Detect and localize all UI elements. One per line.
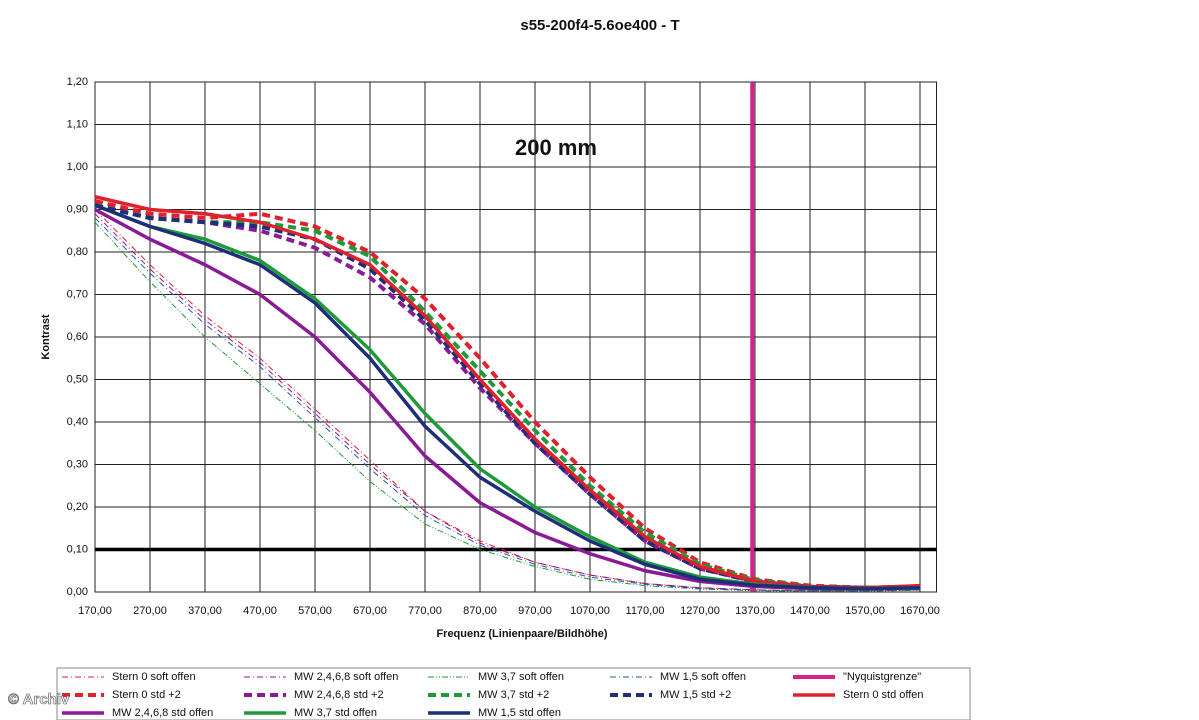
- series-line: [94, 213, 921, 592]
- y-tick-label: 1,00: [67, 161, 88, 173]
- series-line: [94, 203, 921, 591]
- legend-label: Stern 0 std +2: [112, 689, 181, 701]
- x-tick-label: 170,00: [78, 605, 112, 617]
- legend-label: MW 2,4,6,8 soft offen: [294, 671, 398, 683]
- y-tick-label: 0,90: [67, 203, 88, 215]
- x-tick-label: 1670,00: [900, 605, 940, 617]
- y-tick-label: 0,40: [67, 416, 88, 428]
- legend-box: [56, 667, 971, 720]
- series-line: [94, 203, 921, 590]
- legend-label: MW 2,4,6,8 std +2: [294, 689, 384, 701]
- y-tick-label: 0,70: [67, 288, 88, 300]
- legend-label: "Nyquistgrenze": [843, 671, 921, 683]
- legend-label: MW 1,5 std offen: [478, 707, 561, 719]
- series-line: [94, 199, 921, 590]
- series-line: [94, 203, 921, 590]
- y-axis-label: Kontrast: [40, 314, 52, 360]
- y-tick-label: 1,10: [67, 118, 88, 130]
- x-tick-label: 770,00: [408, 605, 442, 617]
- series-line: [94, 203, 921, 590]
- x-tick-label: 970,00: [518, 605, 552, 617]
- chart-title: s55-200f4-5.6oe400 - T: [520, 17, 679, 34]
- x-tick-label: 1170,00: [626, 605, 665, 617]
- x-tick-label: 1370,00: [735, 605, 775, 617]
- y-tick-label: 0,30: [67, 458, 88, 470]
- x-tick-label: 670,00: [353, 605, 387, 617]
- legend-label: Stern 0 std offen: [843, 689, 924, 701]
- x-tick-label: 370,00: [188, 605, 222, 617]
- series-line: [94, 209, 921, 592]
- legend-label: Stern 0 soft offen: [112, 671, 196, 683]
- x-tick-label: 870,00: [463, 605, 497, 617]
- legend-label: MW 3,7 std +2: [478, 689, 549, 701]
- legend-label: MW 3,7 soft offen: [478, 671, 564, 683]
- x-tick-label: 470,00: [243, 605, 277, 617]
- y-tick-label: 0,00: [67, 586, 88, 598]
- x-tick-label: 570,00: [298, 605, 332, 617]
- series-line: [94, 217, 921, 592]
- x-tick-label: 1570,00: [845, 605, 885, 617]
- legend-label: MW 2,4,6,8 std offen: [112, 707, 213, 719]
- legend-label: MW 1,5 soft offen: [660, 671, 746, 683]
- y-tick-label: 1,20: [67, 76, 88, 88]
- y-tick-label: 0,50: [67, 373, 88, 385]
- annotation: 200 mm: [515, 135, 597, 160]
- y-tick-label: 0,80: [67, 246, 88, 258]
- plot-border: [94, 81, 937, 593]
- x-axis-label: Frequenz (Linienpaare/Bildhöhe): [436, 628, 607, 640]
- series-line: [94, 195, 921, 590]
- x-tick-label: 1470,00: [790, 605, 830, 617]
- legend-label: MW 1,5 std +2: [660, 689, 731, 701]
- watermark: © Archiv: [8, 691, 70, 708]
- series-line: [94, 203, 921, 591]
- x-tick-label: 1270,00: [680, 605, 720, 617]
- y-tick-label: 0,20: [67, 501, 88, 513]
- y-tick-label: 0,60: [67, 331, 88, 343]
- x-tick-label: 270,00: [133, 605, 167, 617]
- legend-label: MW 3,7 std offen: [294, 707, 377, 719]
- y-tick-label: 0,10: [67, 543, 88, 555]
- x-tick-label: 1070,00: [570, 605, 610, 617]
